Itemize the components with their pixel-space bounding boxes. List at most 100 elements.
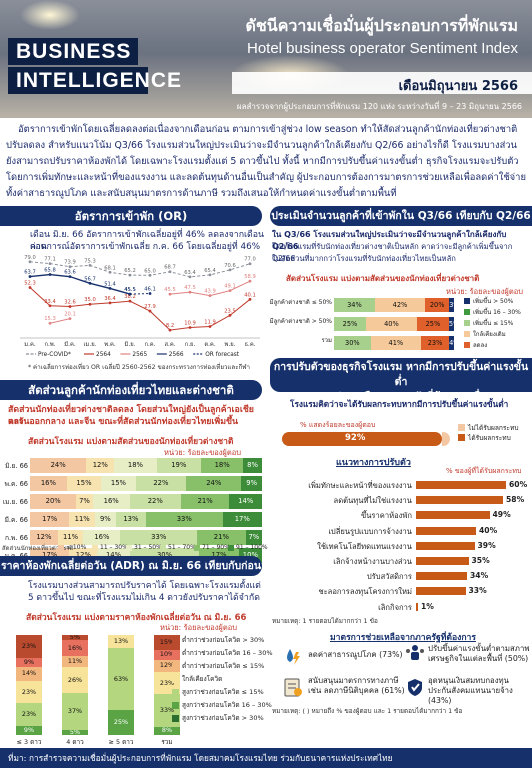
legend-swatch: [92, 544, 98, 551]
utility-icon: [287, 649, 300, 665]
legend-swatch: [464, 342, 470, 348]
data-point: [248, 297, 252, 301]
foreign-share-header: สัดส่วนลูกค้านักท่องเที่ยวไทยและต่างชาติ: [0, 380, 262, 400]
bar-segment: 7%: [76, 494, 93, 509]
bar-segment: 5%: [448, 317, 454, 331]
impact-value: 92%: [345, 433, 366, 443]
series-line-3: [29, 273, 131, 295]
bar-row: 16% 15% 15% 22% 24% 9%: [30, 476, 262, 491]
bar-segment: 20%: [425, 298, 450, 312]
bar-segment: 23%: [16, 635, 42, 658]
data-point: [48, 304, 52, 308]
legend-item: 91 – 100%: [228, 544, 268, 551]
legend-swatch: [464, 298, 470, 304]
measure-bar: [416, 511, 490, 520]
data-label: 65.2: [124, 268, 136, 274]
measure-label: ชะลอการลงทุนโครงการใหม่: [318, 587, 412, 597]
legend-swatch: [172, 636, 179, 644]
wage-header: การปรับตัวของธุรกิจโรงแรม หากมีการปรับขึ…: [270, 358, 532, 418]
data-label: 68.1: [104, 265, 116, 271]
legend-label: สูงกว่าช่วงก่อนโควิด ≤ 15%: [182, 688, 264, 696]
wage-people-icon: [406, 645, 424, 660]
bar-segment: 12%: [154, 659, 180, 672]
x-tick-label: ต.ค.: [204, 342, 215, 348]
data-point: [48, 262, 52, 266]
data-point: [208, 273, 212, 277]
data-point: [88, 263, 92, 267]
data-point: [188, 290, 192, 294]
bar-segment: 21%: [197, 530, 246, 545]
x-tick-label: พ.ค.: [104, 341, 116, 348]
legend-item: ต่ำกว่าช่วงก่อนโควิด 16 – 30%: [172, 648, 273, 658]
data-point: [68, 275, 72, 279]
measure-bar: [416, 496, 503, 505]
data-label: 45.5: [124, 287, 136, 293]
occupancy-line-chart: ม.ค. ก.พ. มี.ค. เม.ย. พ.ค. มิ.ย. ก.ค. ส.ค. ก.ย. ต…: [20, 255, 260, 358]
q3-header: ประเมินจำนวนลูกค้าที่เข้าพักใน Q3/66 เที…: [270, 206, 532, 226]
social-security-icon: [408, 679, 422, 696]
q3-text-1: ใน Q3/66 โรงแรมส่วนใหญ่ประเมินว่าจะมีจำน…: [272, 230, 507, 251]
data-label: 11.9: [204, 320, 216, 326]
x-tick-label: ก.ค.: [144, 342, 155, 348]
adr-text-1: โรงแรมบางส่วนสามารถปรับราคาได้ โดยเฉพาะโ…: [28, 581, 261, 591]
bar-category-label: 4 ดาว: [66, 738, 84, 746]
data-point: [148, 292, 152, 295]
data-label: 70.6: [224, 263, 236, 269]
title-english: Hotel business operator Sentiment Index: [247, 40, 518, 57]
data-point: [28, 275, 32, 278]
data-label: 75.3: [84, 258, 96, 264]
bar-segment: 8%: [243, 458, 262, 473]
help-note: หมายเหตุ: ( ) หมายถึง % ของผู้ตอบ และ 1 …: [272, 707, 463, 715]
x-tick-label: ส.ค.: [164, 341, 175, 348]
bar-segment: 11%: [57, 530, 84, 545]
legend-label: 31 – 50%: [134, 544, 162, 551]
series-line-4: [129, 293, 151, 295]
data-label: 49.1: [224, 284, 236, 290]
bar-segment: 7%: [245, 530, 262, 545]
adr-subheader: สัดส่วนโรงแรม แบ่งตามราคาห้องพักเฉลี่ยต่…: [26, 613, 247, 623]
data-label: 47.5: [184, 285, 196, 291]
data-point: [28, 286, 32, 289]
report-month: เดือนมิถุนายน 2566: [398, 79, 518, 94]
bar-segment: 20%: [30, 494, 77, 509]
help-item-2b: เศรษฐกิจในแต่ละพื้นที่ (50%): [428, 654, 529, 663]
survey-info: ผลสำรวจจากผู้ประกอบการที่พักแรม 120 แห่ง…: [236, 102, 522, 111]
legend-item: สูงกว่าช่วงก่อนโควิด > 30%: [172, 713, 264, 723]
legend-swatch: [464, 331, 470, 337]
row-label: พ.ค. 66: [4, 480, 28, 488]
data-point: [188, 275, 192, 279]
data-label: 38.2: [124, 294, 136, 300]
bar-segment: 11%: [69, 512, 95, 527]
data-point: [68, 317, 72, 321]
help-title: มาตรการช่วยเหลือจากภาครัฐที่ต้องการ: [330, 633, 476, 643]
bar-segment: 19%: [156, 458, 202, 473]
legend-swatch: [126, 544, 132, 551]
data-label: 45.5: [124, 287, 136, 293]
bar-segment: 14%: [16, 666, 42, 681]
tax-icon: [284, 678, 302, 697]
bar-segment: 33%: [145, 512, 223, 527]
wage-pct-label: % แสดงร้อยละของผู้ตอบ: [300, 421, 376, 429]
bar-segment: 18%: [114, 458, 157, 473]
occupancy-note: * ค่าเฉลี่ยการท่องเที่ยว OR เฉลี่ยปี 256…: [28, 364, 250, 371]
measure-value: 60%: [509, 480, 528, 489]
measure-label: เปลี่ยนรูปแบบการจ้างงาน: [328, 526, 412, 536]
data-point: [128, 292, 132, 296]
data-label: 51.4: [104, 281, 116, 287]
occupancy-text-2: คาดการณ์อัตราการเข้าพักเฉลี่ย ก.ค. 66 โด…: [30, 242, 261, 252]
no-impact-bar: [442, 432, 450, 446]
bar-segment: 25%: [416, 317, 449, 331]
x-tick-label: ม.ค.: [24, 342, 36, 348]
q3-text-2: โดยโรงแรมที่รับนักท่องเที่ยวต่างชาติเป็น…: [272, 242, 513, 263]
legend-label: Pre-COVID*: [38, 352, 71, 358]
legend-no-impact-label: ไม่ได้รับผลกระทบ: [468, 424, 519, 432]
measure-bar: [416, 572, 467, 581]
data-point: [48, 273, 52, 276]
bar-segment: 12%: [86, 458, 115, 473]
data-point: [168, 292, 172, 296]
series-line-0: [29, 261, 251, 278]
bar-segment: 9%: [241, 476, 262, 491]
row-label: มีลูกค้าต่างชาติ ≤ 50%: [269, 299, 332, 306]
series-line-1: [29, 287, 251, 331]
legend-label: 71 – 90%: [202, 544, 230, 551]
